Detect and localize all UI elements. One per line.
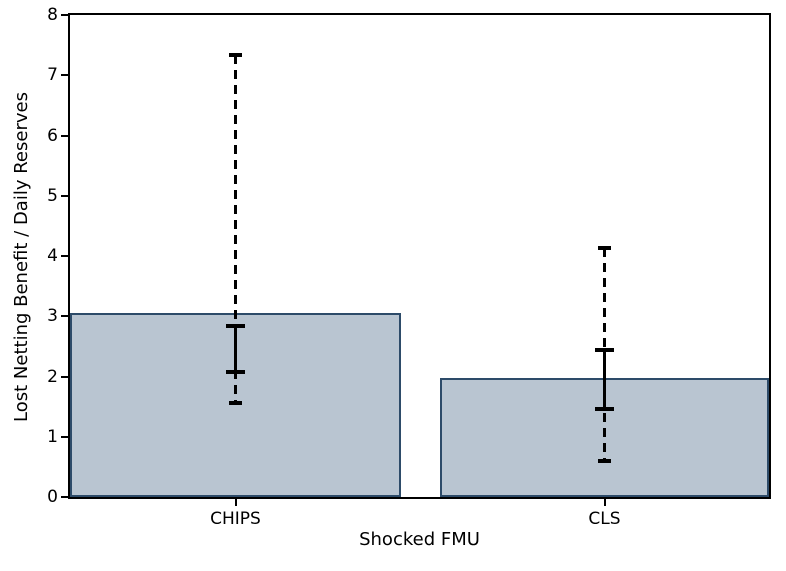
y-tick-mark-4 [61,255,68,257]
plot-area [68,13,771,499]
error-cap-outer-top-chips [229,52,242,57]
y-tick-mark-3 [61,315,68,318]
error-bar-outer-dashed-chips [234,54,237,403]
y-tick-mark-8 [61,14,68,16]
y-tick-label-2: 2 [47,366,58,387]
error-cap-inner-bottom-chips [226,369,245,374]
y-tick-label-8: 8 [47,5,58,25]
x-axis-title: Shocked FMU [359,529,480,550]
y-axis-title: Lost Netting Benefit / Daily Reserves [11,92,32,422]
y-tick-label-3: 3 [47,306,58,327]
error-cap-outer-bottom-cls [598,459,611,464]
error-bar-inner-solid-cls [603,349,606,410]
y-tick-label-5: 5 [47,185,58,206]
y-tick-label-1: 1 [47,426,58,447]
y-tick-mark-2 [61,375,68,378]
error-cap-outer-bottom-chips [229,401,242,405]
error-cap-inner-bottom-cls [595,407,614,412]
error-bar-inner-solid-chips [234,326,237,372]
y-tick-mark-6 [61,134,68,137]
y-tick-label-0: 0 [47,487,58,507]
y-tick-mark-5 [61,194,68,197]
x-tick-label-cls: CLS [588,509,621,529]
y-tick-mark-0 [61,496,68,498]
x-tick-mark-cls [603,499,606,506]
error-cap-outer-top-cls [598,246,611,251]
y-tick-label-4: 4 [47,246,58,266]
error-cap-inner-top-chips [226,324,245,329]
error-cap-inner-top-cls [595,347,614,352]
y-tick-mark-7 [61,74,68,77]
y-tick-label-7: 7 [47,65,58,86]
x-tick-label-chips: CHIPS [210,509,261,529]
x-tick-mark-chips [234,499,237,506]
y-tick-mark-1 [61,435,68,438]
y-tick-label-6: 6 [47,125,58,146]
